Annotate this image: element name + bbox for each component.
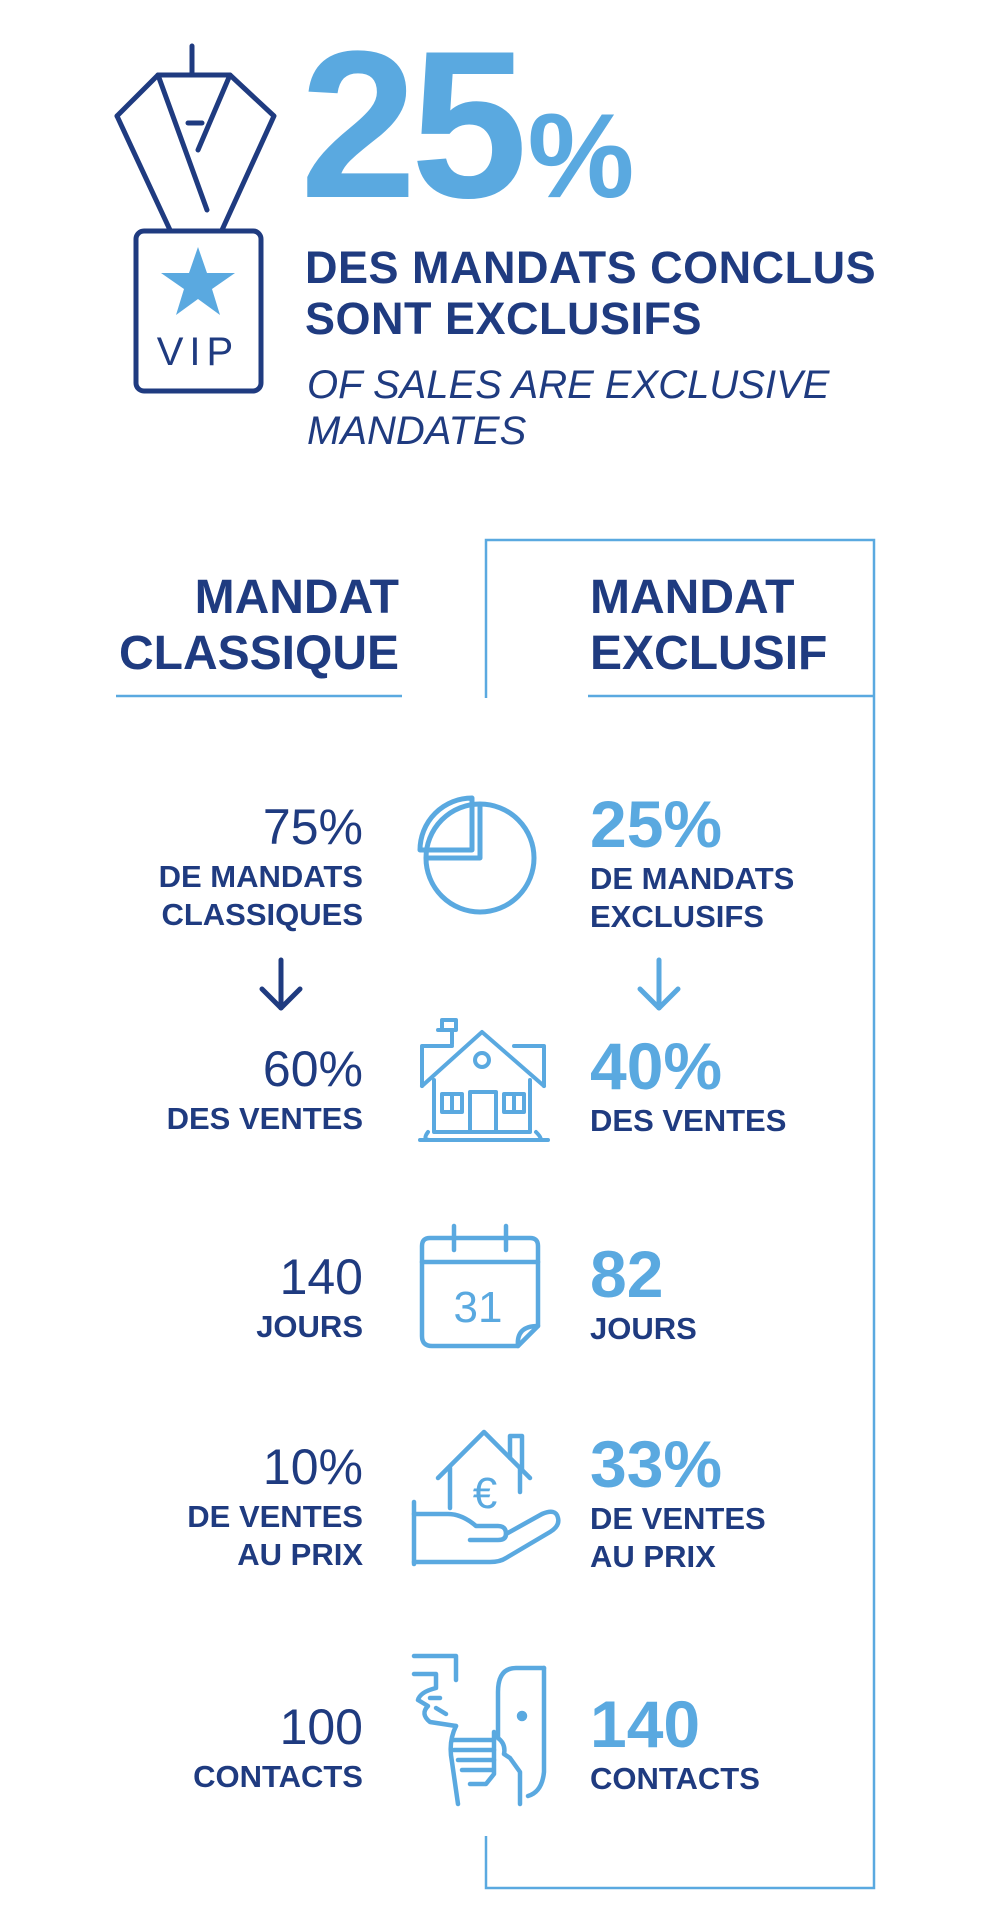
stat-label-line1: CONTACTS — [193, 1759, 363, 1794]
vip-badge-text: VIP — [157, 330, 239, 374]
stat-value: 40% — [590, 1029, 723, 1103]
headline-title-fr: DES MANDATS CONCLUS SONT EXCLUSIFS — [305, 242, 876, 344]
euro-symbol: € — [473, 1469, 497, 1518]
stat-label-line1: DES VENTES — [166, 1101, 363, 1136]
stat-classique-prix: 10% DE VENTES AU PRIX — [187, 1442, 363, 1574]
calendar-icon: 31 — [419, 1223, 541, 1349]
stat-classique-contacts: 100 CONTACTS — [193, 1702, 363, 1796]
column-title-exclusif-line1: MANDAT — [590, 571, 795, 624]
stat-value: 140 — [590, 1687, 701, 1761]
stat-value: 33% — [590, 1427, 723, 1501]
column-title-exclusif-line2: EXCLUSIF — [590, 627, 828, 680]
column-title-classique: MANDAT CLASSIQUE — [119, 570, 399, 682]
stat-value: 75% — [262, 799, 363, 855]
stat-exclusif-jours: 82 JOURS — [590, 1237, 697, 1348]
arrow-down-icon — [637, 957, 681, 1011]
stat-label-line1: DE VENTES — [590, 1501, 766, 1536]
headline-percent-sign: % — [527, 89, 635, 223]
stat-label-line1: DE MANDATS — [158, 859, 363, 894]
headline-percentage: 25% — [300, 20, 634, 230]
stat-value: 140 — [279, 1249, 363, 1305]
stat-label-line2: AU PRIX — [590, 1539, 716, 1574]
headline-title-en-line2: MANDATES — [307, 409, 527, 453]
stat-label-line1: JOURS — [590, 1311, 697, 1346]
column-title-exclusif: MANDAT EXCLUSIF — [590, 570, 827, 682]
stat-exclusif-ventes: 40% DES VENTES — [590, 1029, 787, 1140]
hand-house-euro-icon: € — [411, 1429, 561, 1567]
stat-value: 82 — [590, 1237, 664, 1311]
stat-label-line1: CONTACTS — [590, 1761, 760, 1796]
stat-label-line2: AU PRIX — [237, 1537, 363, 1572]
stat-label-line1: DES VENTES — [590, 1103, 787, 1138]
headline-title-fr-line2: SONT EXCLUSIFS — [305, 293, 703, 344]
stat-label-line1: DE VENTES — [187, 1499, 363, 1534]
handshake-faces-icon — [411, 1653, 547, 1807]
stat-classique-ventes: 60% DES VENTES — [167, 1044, 363, 1138]
stat-exclusif-prix: 33% DE VENTES AU PRIX — [590, 1427, 766, 1576]
column-title-classique-line1: MANDAT — [194, 571, 399, 624]
headline-title-fr-line1: DES MANDATS CONCLUS — [305, 242, 877, 293]
stat-label-line1: JOURS — [256, 1309, 363, 1344]
stat-classique-jours: 140 JOURS — [256, 1252, 363, 1346]
stat-exclusif-mandats: 25% DE MANDATS EXCLUSIFS — [590, 787, 795, 936]
column-title-classique-line2: CLASSIQUE — [118, 627, 399, 680]
headline-number: 25 — [300, 7, 528, 242]
stat-exclusif-contacts: 140 CONTACTS — [590, 1687, 760, 1798]
headline-title-en-line1: OF SALES ARE EXCLUSIVE — [307, 363, 830, 407]
headline-title-en: OF SALES ARE EXCLUSIVE MANDATES — [307, 362, 829, 454]
stat-value: 100 — [279, 1699, 363, 1755]
house-icon — [418, 1018, 550, 1142]
calendar-day-text: 31 — [454, 1283, 503, 1332]
stat-value: 60% — [262, 1041, 363, 1097]
arrow-down-icon — [259, 957, 303, 1011]
stat-label-line1: DE MANDATS — [590, 861, 795, 896]
stat-value: 25% — [590, 787, 723, 861]
stat-label-line2: EXCLUSIFS — [590, 899, 764, 934]
stat-value: 10% — [262, 1439, 363, 1495]
stat-classique-mandats: 75% DE MANDATS CLASSIQUES — [159, 802, 363, 934]
pie-chart-icon — [417, 795, 537, 915]
stat-label-line2: CLASSIQUES — [161, 897, 363, 932]
vip-medal-icon: VIP — [114, 43, 277, 394]
